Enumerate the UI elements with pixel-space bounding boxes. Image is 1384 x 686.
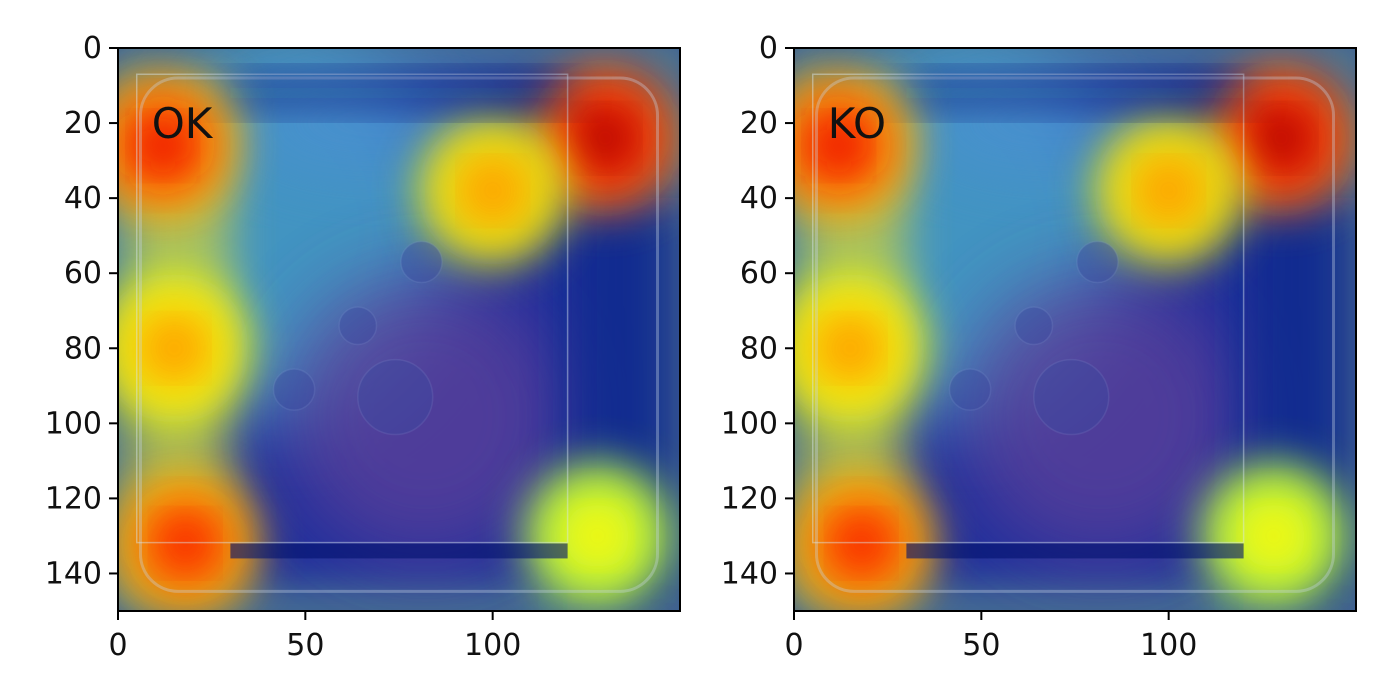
- x-tick-label: 0: [784, 628, 803, 663]
- axes-frame: [793, 47, 1357, 612]
- tray-hole-1: [1076, 240, 1119, 284]
- heatmap-image: [794, 48, 1356, 611]
- tray-inner-outline: [811, 73, 1245, 544]
- tray-hole-4: [1033, 358, 1110, 436]
- hotspot-3: [794, 468, 937, 611]
- hotspot-4: [118, 273, 250, 424]
- hotspot-5: [1093, 115, 1244, 266]
- y-tick-label: 60: [740, 256, 778, 291]
- y-tick-label: 80: [740, 331, 778, 366]
- activation-region-violet: [958, 273, 1244, 559]
- tray-bottom-bar: [906, 543, 1244, 559]
- tray-top-bar: [230, 78, 568, 108]
- hotspot-4: [794, 273, 926, 424]
- activation-region-violet: [282, 273, 568, 559]
- y-tick-label: 0: [759, 31, 778, 66]
- y-tick-label: 40: [740, 181, 778, 216]
- heatmap-panel-2: KO 0 50 100 0 20 40 60 80 100 120 140: [721, 31, 1357, 663]
- tray-hole-2: [338, 306, 378, 346]
- tray-hole-4: [357, 358, 434, 436]
- tray-bottom-bar: [230, 543, 568, 559]
- y-tick-label: 120: [45, 481, 102, 516]
- hotspot-2: [118, 70, 238, 221]
- y-tick-label: 60: [64, 256, 102, 291]
- y-tick-label: 20: [64, 106, 102, 141]
- tray-hole-3: [272, 368, 316, 411]
- y-tick-label: 20: [740, 106, 778, 141]
- tray-hole-1: [400, 240, 443, 284]
- panel-label: KO: [828, 99, 886, 148]
- hotspot-3: [118, 468, 261, 611]
- tray-top-bar: [906, 78, 1244, 108]
- hotspot-6: [1198, 461, 1349, 611]
- heatmap-image: [118, 48, 680, 611]
- y-tick-label: 120: [721, 481, 778, 516]
- y-tick-label: 140: [45, 556, 102, 591]
- panel-label: OK: [152, 99, 214, 148]
- x-tick-label: 50: [286, 628, 324, 663]
- hotspot-6: [522, 461, 673, 611]
- axes-frame: [117, 47, 681, 612]
- y-tick-label: 140: [721, 556, 778, 591]
- hotspot-2: [794, 70, 914, 221]
- tray-hole-2: [1014, 306, 1054, 346]
- x-tick-label: 0: [108, 628, 127, 663]
- x-tick-label: 100: [464, 628, 521, 663]
- x-tick-label: 50: [962, 628, 1000, 663]
- y-tick-label: 100: [721, 406, 778, 441]
- y-tick-label: 0: [83, 31, 102, 66]
- y-tick-label: 80: [64, 331, 102, 366]
- tray-hole-3: [948, 368, 992, 411]
- y-tick-label: 40: [64, 181, 102, 216]
- hotspot-5: [417, 115, 568, 266]
- x-tick-label: 100: [1140, 628, 1197, 663]
- y-tick-label: 100: [45, 406, 102, 441]
- heatmap-panel-1: OK 0 50 100 0 20 40 60 80 100 120 140: [45, 31, 681, 663]
- tray-inner-outline: [135, 73, 569, 544]
